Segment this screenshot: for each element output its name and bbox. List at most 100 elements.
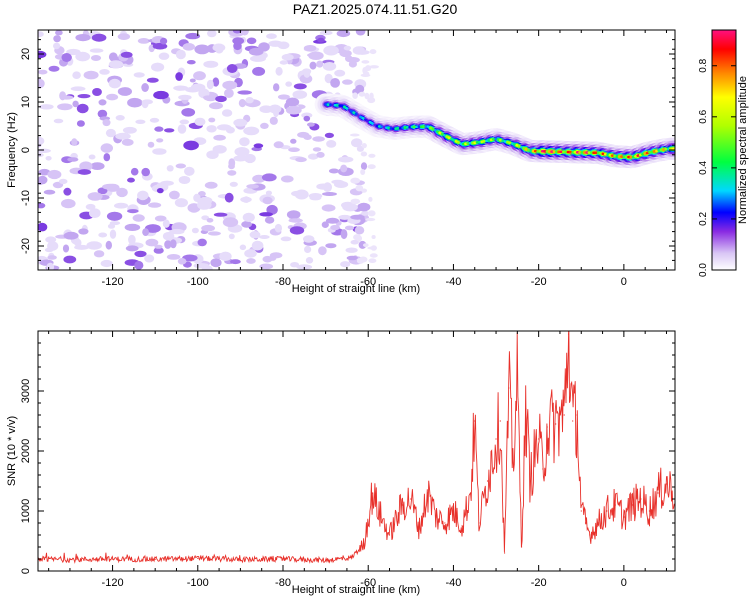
- noise-blob: [137, 38, 150, 44]
- snr-point: [538, 438, 540, 440]
- noise-blob: [70, 86, 86, 91]
- colorbar-tick-label: 0.4: [698, 160, 709, 174]
- noise-blob: [222, 80, 238, 90]
- colorbar-tick-label: 0.8: [698, 58, 709, 72]
- noise-blob: [45, 156, 52, 161]
- noise-blob: [237, 90, 252, 95]
- snr-point: [380, 516, 382, 518]
- noise-blob: [71, 138, 78, 146]
- noise-blob: [322, 192, 337, 196]
- noise-blob: [303, 134, 312, 140]
- noise-blob: [89, 208, 101, 219]
- noise-blob: [134, 250, 147, 258]
- snr-point: [665, 483, 668, 485]
- noise-blob: [295, 157, 307, 163]
- noise-blob: [88, 154, 96, 160]
- noise-blob: [75, 34, 91, 42]
- noise-blob: [208, 117, 216, 123]
- snr-point: [486, 480, 489, 482]
- noise-blob: [246, 37, 257, 45]
- noise-blob: [63, 231, 79, 240]
- noise-blob: [99, 69, 110, 75]
- noise-blob: [360, 151, 368, 157]
- noise-blob: [67, 157, 79, 162]
- noise-blob: [303, 45, 317, 52]
- noise-blob: [371, 235, 376, 239]
- noise-blob: [369, 49, 377, 55]
- snr-ytick-label: 1000: [20, 499, 32, 523]
- noise-blob: [289, 226, 305, 235]
- noise-blob: [38, 31, 44, 38]
- noise-blob: [174, 198, 188, 208]
- noise-blob: [258, 235, 270, 239]
- noise-blob: [194, 44, 210, 55]
- noise-blob: [207, 231, 221, 236]
- noise-blob: [93, 250, 105, 258]
- noise-blob: [260, 122, 269, 129]
- noise-blob: [97, 109, 108, 118]
- noise-blob: [224, 192, 234, 203]
- noise-blob: [316, 151, 325, 158]
- noise-blob: [303, 115, 311, 122]
- snr-point: [512, 462, 514, 464]
- snr-point: [427, 492, 429, 494]
- snr-point: [614, 504, 616, 506]
- noise-blob: [44, 247, 54, 253]
- noise-blob: [160, 180, 174, 186]
- noise-blob: [53, 35, 61, 43]
- noise-blob: [206, 79, 214, 90]
- spectrogram-ylabel: Frequency (Hz): [6, 112, 18, 188]
- noise-blob: [304, 245, 312, 253]
- snr-point: [533, 456, 536, 458]
- noise-blob: [352, 46, 365, 55]
- noise-blob: [105, 128, 116, 138]
- colorbar-ticks: 0.0 0.2 0.4 0.6 0.8: [698, 58, 736, 277]
- noise-blob: [292, 90, 308, 99]
- noise-region: [38, 30, 379, 270]
- noise-blob: [259, 212, 273, 217]
- noise-blob: [274, 223, 282, 233]
- noise-blob: [308, 153, 319, 160]
- noise-blob: [38, 78, 45, 89]
- chart-title: PAZ1.2025.074.11.51.G20: [292, 1, 458, 17]
- noise-blob: [156, 188, 164, 194]
- noise-blob: [317, 37, 325, 43]
- noise-blob: [98, 99, 107, 106]
- noise-blob: [324, 132, 334, 138]
- noise-blob: [149, 117, 160, 123]
- signal-track: [314, 93, 675, 169]
- noise-blob: [232, 37, 245, 45]
- noise-blob: [239, 137, 250, 147]
- noise-blob: [148, 202, 162, 208]
- noise-blob: [166, 165, 174, 172]
- snr-point: [444, 522, 446, 524]
- noise-blob: [179, 119, 190, 125]
- noise-blob: [219, 251, 232, 261]
- snr-point: [154, 558, 156, 560]
- spectrogram-ytick-label: -20: [20, 238, 32, 254]
- noise-blob: [340, 229, 348, 240]
- noise-blob: [100, 143, 114, 153]
- noise-blob: [350, 214, 365, 220]
- noise-blob: [107, 223, 116, 229]
- noise-blob: [367, 246, 378, 250]
- snr-point: [239, 559, 241, 561]
- snr-panel: -120 -100 -80 -60 -40 -20 0 0 1000 2000 3000 Heigh…: [6, 330, 676, 596]
- noise-blob: [365, 217, 376, 222]
- snr-point: [516, 378, 518, 380]
- snr-point: [461, 525, 463, 527]
- noise-blob: [362, 67, 368, 74]
- noise-blob: [151, 62, 165, 72]
- noise-blob: [193, 263, 210, 269]
- noise-blob: [303, 235, 315, 243]
- snr-xtick-label: -60: [360, 577, 376, 589]
- noise-blob: [164, 240, 172, 249]
- noise-blob: [177, 124, 187, 134]
- spectrogram-ytick-label: 10: [20, 96, 32, 108]
- noise-blob: [178, 94, 192, 100]
- noise-blob: [336, 30, 351, 38]
- noise-blob: [117, 33, 131, 40]
- snr-line: [38, 331, 675, 564]
- snr-point: [388, 534, 391, 536]
